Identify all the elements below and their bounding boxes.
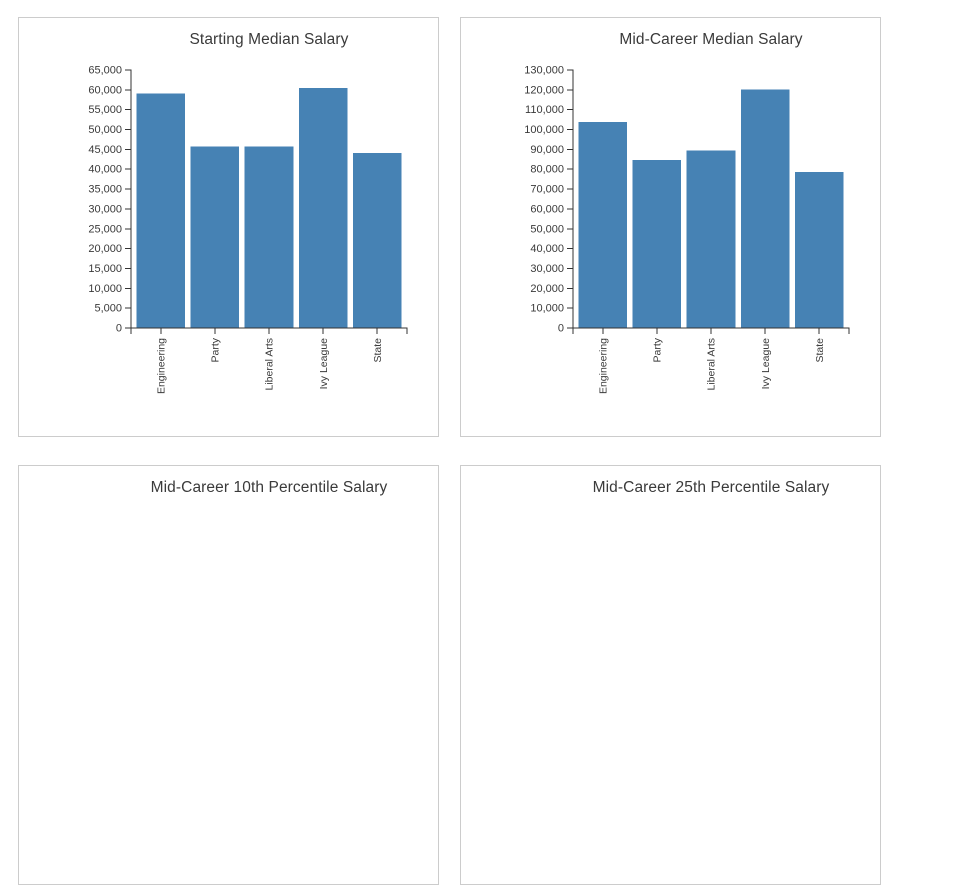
y-tick-label: 5,000: [94, 303, 122, 315]
y-tick-label: 60,000: [88, 84, 122, 96]
x-tick-label: Engineering: [597, 338, 609, 394]
bar-chart-mid-career-10th-percentile-salary: [19, 466, 438, 884]
x-tick-label: Liberal Arts: [706, 338, 718, 391]
y-tick-label: 10,000: [88, 283, 122, 295]
chart-card-mid-career-10th-percentile-salary: Mid-Career 10th Percentile Salary: [18, 465, 439, 885]
bar-engineering: [578, 121, 628, 329]
y-tick-label: 80,000: [530, 164, 564, 176]
bar-liberal-arts: [686, 150, 736, 328]
y-tick-label: 25,000: [88, 223, 122, 235]
chart-card-mid-career-25th-percentile-salary: Mid-Career 25th Percentile Salary: [460, 465, 881, 885]
y-tick-label: 70,000: [530, 184, 564, 196]
y-tick-label: 40,000: [88, 164, 122, 176]
chart-card-mid-career-median-salary: 0 10,000 20,000 30,000 40,000 50,000 60,000 70,…: [460, 17, 881, 437]
y-tick-label: 0: [116, 323, 122, 335]
y-tick-label: 50,000: [88, 124, 122, 136]
y-tick-label: 35,000: [88, 184, 122, 196]
y-tick-label: 110,000: [525, 104, 564, 116]
x-tick-label: State: [372, 338, 384, 363]
y-tick-label: 90,000: [530, 144, 564, 156]
chart-title: Mid-Career 25th Percentile Salary: [592, 479, 830, 496]
x-tick-label: State: [814, 338, 826, 363]
y-tick-label: 20,000: [530, 283, 564, 295]
x-tick-label: Liberal Arts: [264, 338, 276, 391]
y-axis-line: [567, 69, 574, 329]
x-tick-label: Ivy League: [760, 338, 772, 390]
y-axis-line: [125, 69, 132, 329]
y-tick-label: 40,000: [530, 243, 564, 255]
bar-ivy-league: [298, 88, 348, 328]
y-tick-label: 65,000: [88, 65, 122, 77]
bar-state: [352, 152, 402, 328]
y-tick-label: 100,000: [524, 124, 564, 136]
bar-party: [190, 146, 240, 328]
y-tick-label: 15,000: [88, 263, 122, 275]
bar-party: [632, 159, 682, 328]
x-tick-label: Party: [210, 337, 222, 362]
y-tick-label: 55,000: [88, 104, 122, 116]
y-tick-label: 0: [558, 323, 564, 335]
bar-liberal-arts: [244, 146, 294, 328]
bar-engineering: [136, 93, 186, 328]
y-tick-label: 10,000: [530, 303, 564, 315]
chart-title: Mid-Career 10th Percentile Salary: [150, 479, 388, 496]
chart-title: Starting Median Salary: [189, 31, 349, 48]
y-tick-label: 30,000: [88, 203, 122, 215]
chart-card-starting-median-salary: 0 5,000 10,000 15,000 20,000 25,000 30,000 35,0…: [18, 17, 439, 437]
bar-ivy-league: [740, 89, 790, 328]
y-tick-label: 130,000: [524, 65, 564, 77]
y-tick-label: 60,000: [530, 203, 564, 215]
x-tick-label: Engineering: [155, 338, 167, 394]
y-tick-label: 45,000: [88, 144, 122, 156]
bar-chart-starting-median-salary: 0 5,000 10,000 15,000 20,000 25,000 30,000 35,0…: [88, 65, 408, 394]
y-tick-label: 30,000: [530, 263, 564, 275]
y-tick-label: 50,000: [530, 223, 564, 235]
chart-title: Mid-Career Median Salary: [619, 31, 803, 48]
x-tick-label: Ivy League: [318, 338, 330, 390]
bar-state: [794, 172, 844, 328]
bar-chart-mid-career-25th-percentile-salary: [461, 466, 880, 884]
y-tick-label: 20,000: [88, 243, 122, 255]
y-tick-label: 120,000: [524, 84, 564, 96]
x-tick-label: Party: [652, 337, 664, 362]
bar-chart-mid-career-median-salary: 0 10,000 20,000 30,000 40,000 50,000 60,000 70,…: [524, 65, 850, 394]
